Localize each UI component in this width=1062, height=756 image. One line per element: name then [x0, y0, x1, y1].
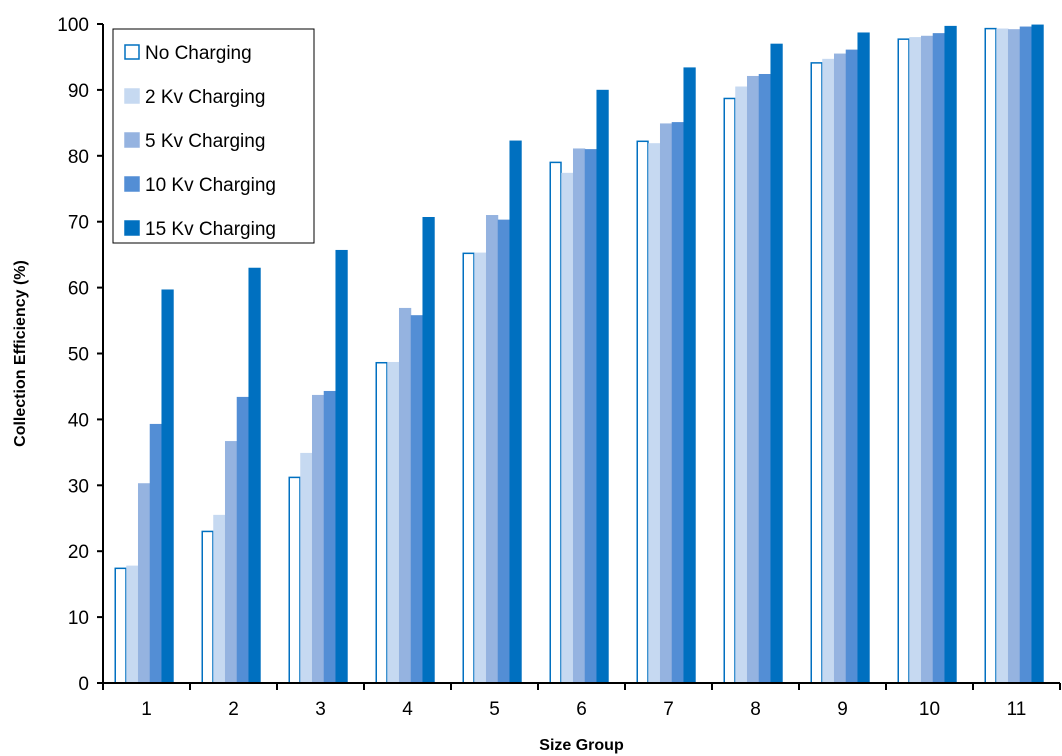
- legend-swatch: [124, 220, 140, 236]
- bar: [671, 122, 684, 684]
- legend-swatch: [124, 88, 140, 104]
- y-tick-label: 70: [68, 213, 89, 234]
- legend-box: [112, 28, 315, 244]
- x-tick-label: 4: [402, 699, 413, 720]
- bar: [224, 441, 238, 684]
- bar: [497, 219, 510, 684]
- bar: [1007, 29, 1021, 684]
- bar: [833, 53, 847, 684]
- y-tick-label: 80: [68, 147, 89, 168]
- bar: [636, 140, 649, 684]
- legend-swatch: [124, 176, 140, 192]
- bar: [944, 25, 957, 684]
- bar: [398, 307, 412, 684]
- bar: [549, 161, 562, 684]
- bar: [387, 361, 400, 684]
- y-tick-label: 90: [68, 81, 89, 102]
- x-tick-label: 9: [837, 699, 848, 720]
- bar: [561, 172, 574, 684]
- y-tick-label: 40: [68, 410, 89, 431]
- y-tick-label: 0: [78, 674, 89, 695]
- bar: [422, 216, 435, 684]
- bar: [410, 315, 423, 684]
- bar: [810, 62, 823, 684]
- bar: [735, 86, 748, 684]
- bar: [509, 140, 522, 684]
- x-tick-label: 3: [315, 699, 326, 720]
- bar: [584, 149, 597, 684]
- x-tick-label: 8: [750, 699, 761, 720]
- y-tick-label: 30: [68, 476, 89, 497]
- x-ticks: 1 2 3 4 5 6 7 8 9 10 11: [102, 683, 1061, 720]
- bar: [572, 148, 586, 684]
- x-tick-label: 10: [919, 699, 940, 720]
- bar: [758, 73, 771, 684]
- bar: [920, 35, 934, 684]
- x-tick-label: 2: [228, 699, 239, 720]
- y-tick-label: 100: [57, 15, 89, 36]
- bar: [137, 483, 151, 684]
- bar: [770, 43, 783, 684]
- bar: [822, 58, 835, 684]
- bar: [485, 215, 499, 684]
- y-ticks: 0 10 20 30 40 50 60 70 80 90 100: [57, 15, 103, 695]
- bar: [723, 97, 736, 684]
- bar: [213, 514, 226, 684]
- bar: [323, 390, 336, 684]
- bar: [1031, 24, 1044, 684]
- bar: [659, 123, 673, 684]
- y-axis-title: Collection Efficiency (%): [12, 260, 29, 447]
- x-tick-label: 1: [141, 699, 152, 720]
- bar: [288, 476, 301, 684]
- bar: [114, 567, 127, 684]
- bar: [201, 530, 214, 684]
- bar: [996, 28, 1009, 684]
- bar: [161, 289, 174, 684]
- x-tick-label: 5: [489, 699, 500, 720]
- bar: [474, 252, 487, 684]
- legend: No Charging 2 Kv Charging 5 Kv Charging 10 …: [112, 28, 315, 244]
- bar: [126, 565, 139, 684]
- legend-label: 10 Kv Charging: [145, 175, 276, 196]
- bar: [984, 27, 997, 684]
- bar: [683, 67, 696, 684]
- bar: [311, 394, 325, 684]
- bar: [909, 37, 922, 684]
- legend-label: No Charging: [145, 43, 252, 64]
- bar: [857, 32, 870, 684]
- bar: [335, 249, 348, 684]
- y-tick-label: 20: [68, 542, 89, 563]
- bar: [932, 33, 945, 684]
- y-tick-label: 60: [68, 279, 89, 300]
- legend-swatch: [124, 44, 140, 60]
- y-tick-label: 50: [68, 345, 89, 366]
- y-tick-label: 10: [68, 608, 89, 629]
- bar: [596, 89, 609, 684]
- x-tick-label: 6: [576, 699, 587, 720]
- bar: [897, 38, 910, 684]
- bar: [1019, 26, 1032, 684]
- bar: [462, 252, 475, 684]
- legend-label: 5 Kv Charging: [145, 131, 265, 152]
- legend-label: 2 Kv Charging: [145, 87, 265, 108]
- bar: [648, 143, 661, 684]
- x-tick-label: 7: [663, 699, 674, 720]
- bar: [375, 361, 388, 684]
- bar: [236, 396, 249, 684]
- bars-layer: [114, 24, 1044, 684]
- bar: [149, 423, 162, 684]
- legend-label: 15 Kv Charging: [145, 219, 276, 240]
- bar: [746, 75, 760, 684]
- x-tick-label: 11: [1007, 699, 1027, 720]
- bar: [300, 452, 313, 684]
- x-axis-title: Size Group: [539, 737, 624, 754]
- bar: [845, 49, 858, 684]
- bar: [248, 267, 261, 684]
- legend-swatch: [124, 132, 140, 148]
